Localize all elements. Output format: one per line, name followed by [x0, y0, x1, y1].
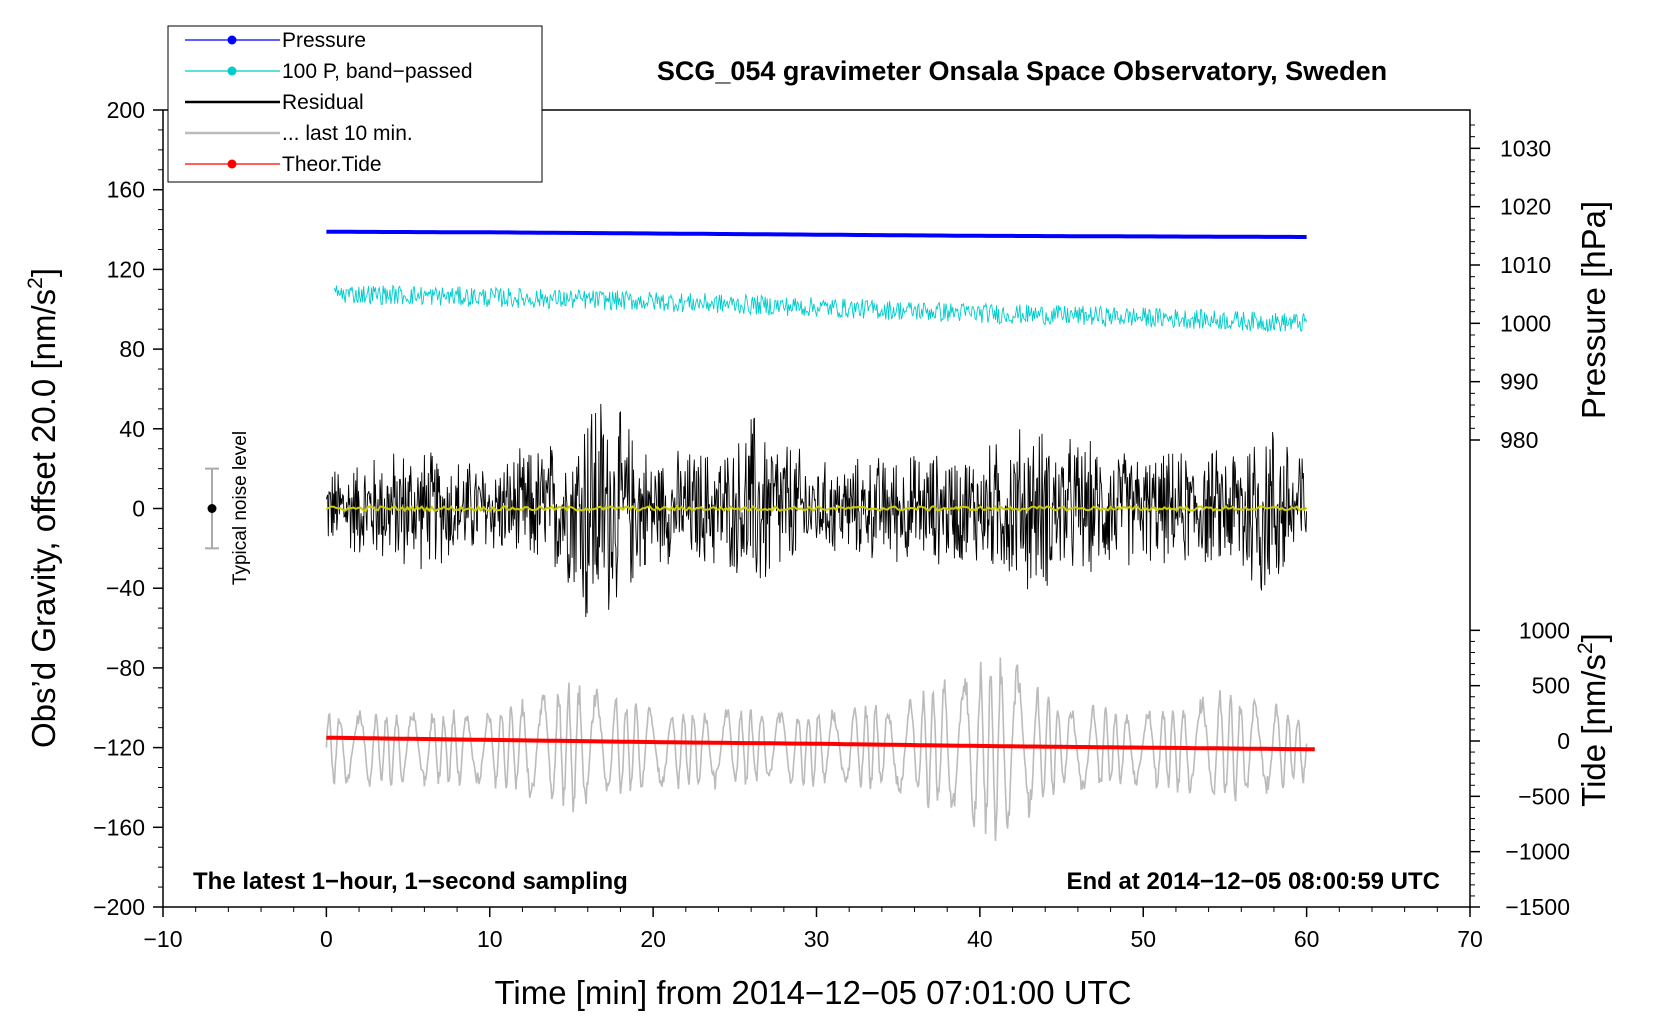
pressure-tick-label: 1010 — [1500, 252, 1551, 278]
theoretical-tide-line — [326, 735, 1315, 752]
tide-tick-label: 0 — [1557, 728, 1570, 754]
x-tick-label: 20 — [640, 926, 666, 952]
x-axis-title: Time [min] from 2014−12−05 07:01:00 UTC — [494, 974, 1131, 1011]
y-tick-label-left: 80 — [119, 336, 145, 362]
x-tick-label: 0 — [320, 926, 333, 952]
y-axis-title-left-sup: 2 — [24, 277, 47, 289]
y-tick-label-left: −80 — [106, 655, 145, 681]
y-tick-label-left: −120 — [93, 735, 145, 761]
pressure-line — [326, 229, 1307, 239]
y-tick-label-left: −160 — [93, 814, 145, 840]
legend-last-10-min-label: ... last 10 min. — [282, 122, 413, 145]
residual-line — [325, 403, 1308, 618]
y-axis-title-left-main: Obs’d Gravity, offset 20.0 [nm/s — [25, 289, 62, 748]
y-tick-label-left: 40 — [119, 416, 145, 442]
y-tick-label-left: 120 — [107, 256, 145, 282]
noise-dot — [207, 504, 217, 513]
y-axis-title-tide: Tide [nm/s2] — [1574, 633, 1612, 807]
last-10-min-line — [325, 657, 1308, 841]
x-tick-label: 50 — [1130, 926, 1156, 952]
legend-residual-label: Residual — [282, 91, 364, 114]
legend-theor-tide-marker — [227, 159, 237, 169]
x-tick-label: 60 — [1294, 926, 1320, 952]
noise-indicator: Typical noise level — [205, 431, 251, 585]
y-axis-title-tide-sup: 2 — [1574, 642, 1597, 654]
tick-marks — [153, 109, 1480, 917]
y-tick-label-left: −200 — [93, 894, 145, 920]
pressure-tick-label: 1030 — [1500, 135, 1551, 161]
residual-smoothed-line — [325, 504, 1308, 513]
legend-band-passed-marker — [227, 66, 237, 76]
x-tick-label: 70 — [1457, 926, 1483, 952]
tide-tick-label: 1000 — [1519, 617, 1570, 643]
x-tick-label: 40 — [967, 926, 993, 952]
legend-band-passed-label: 100 P, band−passed — [282, 60, 473, 83]
legend-pressure-label: Pressure — [282, 29, 366, 52]
pressure-tick-label: 990 — [1500, 369, 1538, 395]
chart-title: SCG_054 gravimeter Onsala Space Observat… — [657, 56, 1387, 86]
y-tick-label-left: 0 — [132, 496, 145, 522]
x-tick-label: 30 — [804, 926, 830, 952]
y-axis-title-tide-main: Tide [nm/s — [1575, 654, 1612, 807]
data-layer — [325, 229, 1315, 841]
tick-labels: −10 0 10 20 30 40 50 60 7020016012080400−40−80−1… — [93, 97, 1570, 952]
legend-items: Pressure 100 P, band−passed Residual ... la… — [185, 29, 473, 176]
legend-box — [167, 25, 543, 183]
legend: Pressure 100 P, band−passed Residual ... la… — [167, 25, 543, 183]
tide-tick-label: −500 — [1518, 783, 1570, 809]
y-tick-label-left: 160 — [107, 177, 145, 203]
tide-tick-label: −1000 — [1505, 839, 1570, 865]
y-axis-title-pressure: Pressure [hPa] — [1575, 201, 1612, 419]
tide-tick-label: −1500 — [1505, 894, 1570, 920]
band-passed-pressure-line — [334, 284, 1308, 333]
y-axis-title-left: Obs’d Gravity, offset 20.0 [nm/s2] — [24, 268, 62, 748]
noise-label: Typical noise level — [230, 431, 251, 585]
y-axis-title-tide-end: ] — [1575, 633, 1612, 642]
x-tick-label: 10 — [477, 926, 503, 952]
legend-theor-tide-label: Theor.Tide — [282, 153, 382, 176]
annotation-end-time: End at 2014−12−05 08:00:59 UTC — [1066, 868, 1440, 895]
annotation-sampling: The latest 1−hour, 1−second sampling — [193, 868, 628, 895]
pressure-tick-label: 1000 — [1500, 310, 1551, 336]
y-tick-label-left: −40 — [106, 575, 145, 601]
legend-pressure-marker — [227, 35, 237, 45]
tide-tick-label: 500 — [1532, 673, 1570, 699]
y-axis-title-left-end: ] — [25, 268, 62, 277]
pressure-tick-label: 980 — [1500, 427, 1538, 453]
x-tick-label: −10 — [143, 926, 182, 952]
y-tick-label-left: 200 — [107, 97, 145, 123]
pressure-tick-label: 1020 — [1500, 194, 1551, 220]
